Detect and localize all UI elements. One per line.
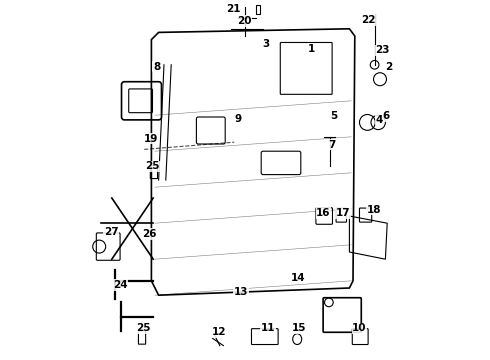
- Bar: [256, 5, 260, 14]
- Text: 22: 22: [361, 15, 375, 25]
- Text: 5: 5: [331, 111, 338, 121]
- Text: 12: 12: [212, 327, 226, 337]
- Text: 25: 25: [136, 323, 151, 333]
- Text: 19: 19: [144, 134, 158, 144]
- Text: 1: 1: [308, 44, 315, 54]
- Text: 10: 10: [352, 323, 367, 333]
- Text: 3: 3: [262, 39, 270, 49]
- Text: 8: 8: [153, 62, 160, 72]
- Text: 18: 18: [367, 204, 381, 215]
- Text: 21: 21: [226, 4, 241, 14]
- Text: 25: 25: [145, 161, 160, 171]
- Text: 13: 13: [233, 287, 248, 297]
- Text: 17: 17: [336, 208, 350, 218]
- Text: 24: 24: [113, 280, 127, 290]
- Text: 2: 2: [385, 62, 392, 72]
- Text: 16: 16: [316, 208, 331, 218]
- Text: 20: 20: [237, 16, 251, 26]
- Text: 14: 14: [291, 273, 306, 283]
- Text: 4: 4: [375, 114, 383, 125]
- Text: 9: 9: [234, 114, 242, 124]
- Text: 27: 27: [104, 227, 119, 237]
- Text: 6: 6: [383, 111, 390, 121]
- Text: 7: 7: [328, 140, 336, 150]
- Text: 23: 23: [375, 45, 390, 55]
- Text: 26: 26: [143, 229, 157, 239]
- Text: 11: 11: [260, 323, 275, 333]
- Text: 15: 15: [292, 323, 306, 333]
